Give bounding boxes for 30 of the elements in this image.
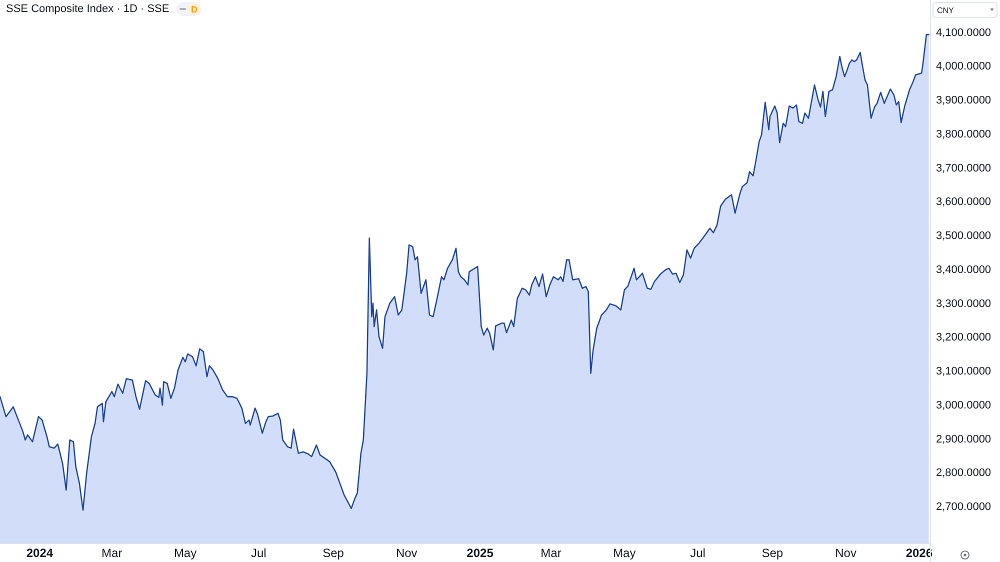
annotation: D	[190, 4, 198, 14]
x-tick-label: Nov	[396, 546, 418, 560]
y-tick-label: 3,800.0000	[936, 128, 992, 140]
x-tick-label: Mar	[540, 546, 562, 560]
x-tick-label: Jul	[250, 546, 266, 560]
x-tick-label: 2024	[26, 546, 54, 560]
x-tick-label: Nov	[835, 546, 856, 560]
y-tick-label: 2,800.0000	[936, 467, 992, 480]
y-tick-label: 3,700.0000	[936, 162, 992, 174]
x-tick-label: Mar	[102, 546, 122, 560]
y-tick-label: 3,900.0000	[936, 94, 992, 107]
y-tick-label: 2,900.0000	[936, 433, 992, 446]
y-tick-label: 3,300.0000	[936, 298, 992, 310]
x-tick-label: Jul	[690, 546, 706, 560]
x-tick-label: 2025	[466, 546, 494, 560]
y-tick-label: 4,000.0000	[936, 60, 992, 73]
x-tick-label: Sep	[322, 546, 344, 560]
y-tick-label: 3,400.0000	[936, 264, 992, 276]
y-tick-label: 3,200.0000	[936, 332, 992, 344]
x-tick-label: May	[613, 546, 636, 560]
x-tick-label: Sep	[762, 546, 784, 560]
y-tick-label: 3,100.0000	[936, 366, 992, 378]
y-tick-label: 3,000.0000	[936, 399, 992, 412]
y-tick-label: 3,600.0000	[936, 196, 992, 208]
y-tick-label: 4,100.0000	[936, 26, 992, 39]
y-tick-label: 3,500.0000	[936, 230, 992, 242]
chart-title: SSE Composite Index · 1D · SSE	[6, 3, 170, 15]
y-tick-label: 2,700.0000	[936, 501, 992, 514]
y-axis-title: CNY	[937, 6, 955, 14]
x-tick-label: May	[174, 546, 197, 560]
